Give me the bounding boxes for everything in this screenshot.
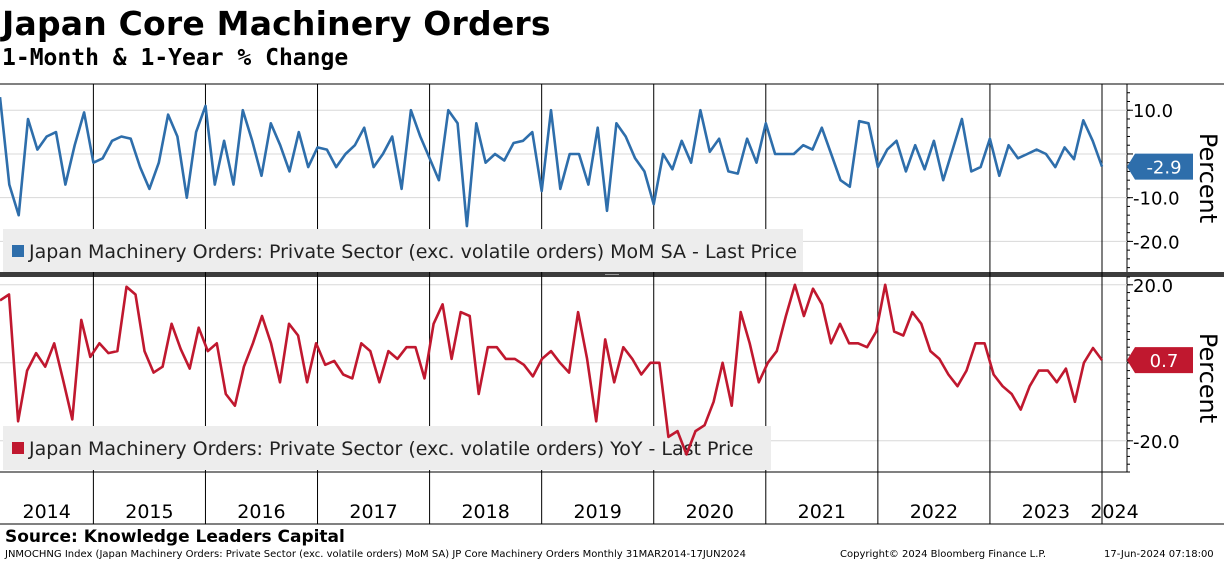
year-label: 2017 [349,501,397,523]
yoy-series-line [0,283,1104,456]
mom-legend-label: Japan Machinery Orders: Private Sector (… [28,241,797,263]
year-label: 2015 [125,501,173,523]
year-label: 2018 [461,501,509,523]
source-note: Source: Knowledge Leaders Capital [5,527,345,547]
footer-copyright: Copyright© 2024 Bloomberg Finance L.P. [840,549,1047,560]
yoy-y-axis-label: Percent [1194,333,1222,423]
x-axis-year-labels: 2014 2015 2016 2017 2018 2019 2020 2021 2022 2023… [23,501,1139,523]
yoy-legend-box [3,426,771,470]
y-tick-label: -10.0 [1133,189,1180,210]
year-label: 2014 [23,501,71,523]
yoy-last-value-badge: 0.7 [1127,347,1193,374]
year-label: 2023 [1022,501,1070,523]
y-tick-label: 20.0 [1133,276,1173,297]
year-label: 2019 [574,501,622,523]
chart-subtitle: 1-Month & 1-Year % Change [2,45,349,71]
footer-index-info: JNMOCHNG Index (Japan Machinery Orders: … [5,549,747,560]
mom-y-axis-label: Percent [1194,133,1222,223]
yoy-legend-swatch [12,442,24,454]
y-tick-label: 10.0 [1133,101,1173,122]
year-label: 2021 [798,501,846,523]
yoy-last-value: 0.7 [1150,351,1179,372]
chart-title: Japan Core Machinery Orders [2,4,551,43]
mom-last-value: -2.9 [1146,158,1181,179]
y-tick-label: -20.0 [1133,432,1180,453]
footer-timestamp: 17-Jun-2024 07:18:00 [1104,549,1214,560]
year-label: 2016 [237,501,285,523]
y-tick-labels: 10.0 -10.0 -20.0 20.0 -20.0 [1133,101,1180,453]
mom-last-value-badge: -2.9 [1127,153,1193,180]
year-label: 2024 [1090,501,1138,523]
yoy-legend-label: Japan Machinery Orders: Private Sector (… [28,438,753,460]
gridlines [0,83,1133,473]
mom-legend-box [3,229,803,272]
mom-legend-swatch [12,245,24,257]
year-label: 2022 [910,501,958,523]
y-tick-label: -20.0 [1133,232,1180,253]
year-label: 2020 [686,501,734,523]
mom-series-line [0,96,1104,228]
